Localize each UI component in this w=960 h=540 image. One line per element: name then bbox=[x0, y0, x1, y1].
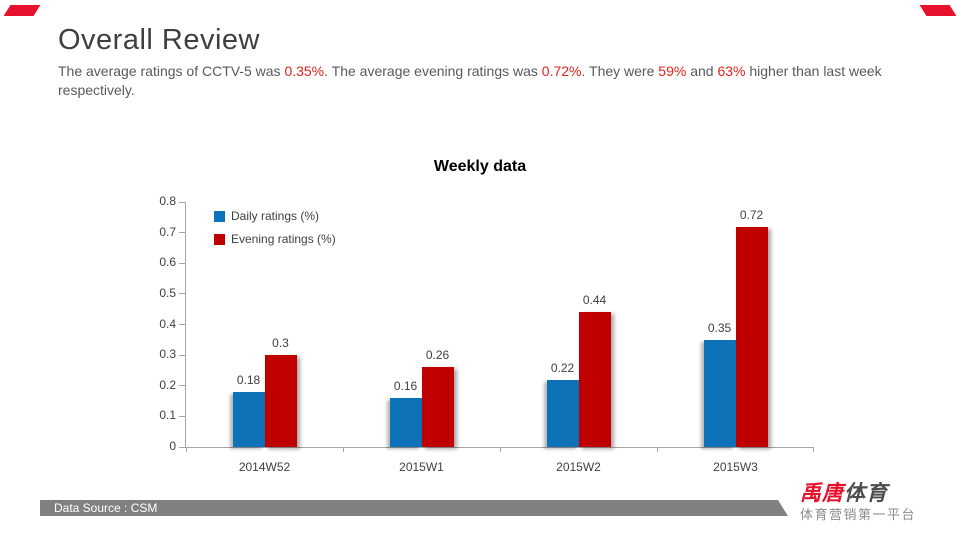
subtitle-segment: . The average evening ratings was bbox=[324, 63, 542, 79]
subtitle-segment: and bbox=[686, 63, 718, 79]
subtitle: The average ratings of CCTV-5 was 0.35%.… bbox=[58, 62, 936, 100]
subtitle-highlight: 59% bbox=[658, 63, 687, 79]
data-source-bar: Data Source : CSM bbox=[40, 500, 788, 516]
category-label: 2015W2 bbox=[556, 460, 601, 474]
legend-item: Evening ratings (%) bbox=[214, 232, 336, 246]
x-axis-tick bbox=[500, 447, 501, 452]
bar-daily-2015W1 bbox=[389, 398, 422, 447]
legend-item: Daily ratings (%) bbox=[214, 209, 336, 223]
bar-value-label: 0.16 bbox=[393, 379, 418, 393]
subtitle-highlight: 0.72% bbox=[541, 63, 582, 79]
y-axis-tick bbox=[179, 446, 185, 448]
y-axis-label: 0.2 bbox=[159, 377, 176, 392]
bar-value-label: 0.44 bbox=[582, 293, 607, 308]
legend-swatch-icon bbox=[214, 210, 225, 222]
chart-title: Weekly data bbox=[433, 158, 527, 175]
y-axis-tick bbox=[179, 415, 185, 417]
chart-legend: Daily ratings (%) Evening ratings (%) bbox=[214, 209, 336, 255]
bar-evening-2015W3 bbox=[735, 226, 768, 447]
category-label: 2014W52 bbox=[238, 460, 291, 474]
y-axis-tick bbox=[179, 262, 185, 264]
corner-accent-left bbox=[3, 5, 41, 16]
category-label: 2015W3 bbox=[713, 460, 758, 474]
x-axis-tick bbox=[186, 447, 187, 452]
data-source-label: Data Source : CSM bbox=[54, 501, 158, 515]
bar-value-label: 0.18 bbox=[236, 372, 261, 387]
subtitle-highlight: 63% bbox=[717, 63, 746, 79]
y-axis-label: 0.7 bbox=[159, 224, 176, 239]
subtitle-highlight: 0.35% bbox=[284, 63, 325, 79]
bar-value-label: 0.72 bbox=[739, 207, 764, 222]
y-axis-tick bbox=[179, 232, 185, 234]
bar-value-label: 0.35 bbox=[707, 320, 732, 335]
logo-wordmark-dark: 体育 bbox=[844, 482, 888, 505]
y-axis-label: 0.8 bbox=[159, 194, 176, 208]
y-axis-label: 0.5 bbox=[159, 285, 176, 300]
subtitle-segment: The average ratings of CCTV-5 was bbox=[58, 63, 285, 79]
plot-area: Daily ratings (%) Evening ratings (%) 0 0.… bbox=[159, 194, 814, 474]
y-axis-tick bbox=[179, 293, 185, 295]
logo-wordmark-red: 禹唐 bbox=[800, 482, 844, 505]
bar-evening-2015W2 bbox=[578, 312, 611, 447]
logo-wordmark: 禹唐体育 bbox=[800, 483, 916, 504]
y-axis-label: 0.1 bbox=[159, 408, 176, 423]
x-axis-tick bbox=[657, 447, 658, 452]
subtitle-segment: . They were bbox=[581, 63, 659, 79]
bar-value-label: 0.3 bbox=[272, 336, 289, 351]
y-axis-label: 0.4 bbox=[159, 316, 176, 331]
bar-value-label: 0.22 bbox=[550, 360, 575, 375]
y-axis-tick bbox=[179, 201, 185, 203]
y-axis-tick bbox=[179, 324, 185, 325]
corner-accent-right bbox=[919, 5, 957, 16]
bar-value-label: 0.26 bbox=[425, 348, 450, 363]
bar-daily-2015W2 bbox=[546, 379, 579, 447]
subtitle-segment: higher than last week respectively. bbox=[58, 63, 882, 98]
x-axis-tick bbox=[343, 447, 344, 452]
x-axis-tick bbox=[813, 447, 814, 452]
bar-daily-2015W3 bbox=[703, 339, 736, 447]
legend-label: Daily ratings (%) bbox=[231, 209, 320, 223]
page-title: Overall Review bbox=[58, 24, 260, 56]
y-axis-label: 0.3 bbox=[159, 347, 176, 362]
logo-tagline: 体育营销第一平台 bbox=[800, 507, 917, 522]
y-axis-tick bbox=[179, 385, 185, 387]
yutang-logo: 禹唐体育 体育营销第一平台 bbox=[800, 483, 916, 521]
category-label: 2015W1 bbox=[399, 460, 444, 474]
y-axis-label: 0.6 bbox=[159, 255, 176, 270]
y-axis-tick bbox=[179, 354, 185, 356]
bar-daily-2014W52 bbox=[232, 391, 265, 447]
legend-swatch-icon bbox=[214, 233, 225, 245]
y-axis-label: 0 bbox=[169, 439, 176, 453]
bar-evening-2015W1 bbox=[421, 367, 454, 447]
bar-evening-2014W52 bbox=[264, 355, 297, 447]
legend-label: Evening ratings (%) bbox=[231, 232, 336, 246]
